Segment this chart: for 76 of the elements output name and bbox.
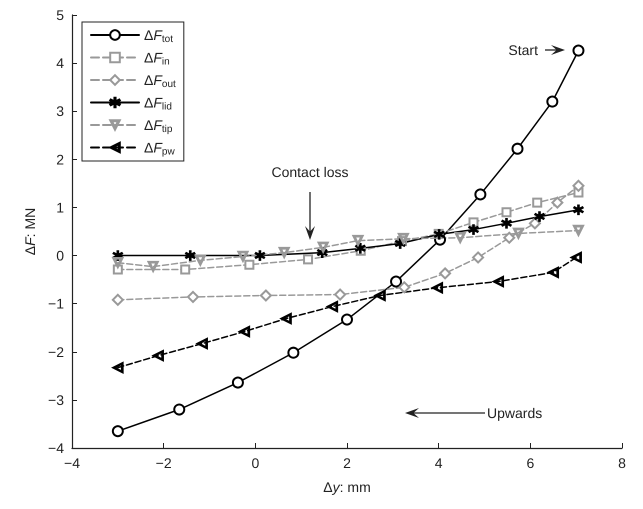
point: [237, 250, 249, 262]
point: [374, 290, 386, 302]
point: [431, 282, 444, 294]
point: [492, 276, 504, 288]
point: [287, 346, 300, 359]
point: [547, 266, 560, 278]
point: [532, 198, 542, 208]
point: [398, 232, 410, 245]
point: [570, 252, 582, 264]
point: [260, 289, 272, 302]
point: [147, 260, 159, 272]
point: [180, 264, 190, 275]
x-tick-label: 0: [251, 455, 260, 471]
point: [468, 224, 479, 235]
point: [546, 96, 558, 108]
point: [112, 425, 124, 438]
x-tick-label: 6: [526, 455, 534, 471]
point: [196, 338, 208, 350]
point: [112, 294, 124, 306]
point: [528, 217, 541, 230]
point: [572, 224, 584, 236]
point: [232, 376, 244, 389]
point: [439, 267, 452, 280]
point: [317, 242, 329, 254]
point: [238, 326, 250, 338]
y-tick-label: −4: [48, 440, 64, 456]
point: [112, 256, 124, 269]
point: [280, 312, 292, 324]
point: [173, 404, 186, 416]
point: [184, 250, 196, 261]
annotation: Upwards: [487, 405, 542, 421]
y-axis-title: ΔF: MN: [22, 208, 38, 256]
point: [187, 290, 199, 303]
point: [512, 228, 524, 240]
point: [278, 246, 290, 258]
point: [502, 207, 512, 218]
y-tick-label: −3: [48, 392, 64, 408]
point: [390, 276, 402, 288]
y-tick-label: 3: [56, 103, 64, 120]
y-tick-label: 0: [56, 248, 64, 264]
annotation: Contact loss: [271, 164, 349, 180]
point: [551, 196, 564, 209]
y-tick-label: 4: [56, 55, 64, 72]
point: [573, 204, 584, 216]
annotation: Start: [508, 42, 538, 58]
point: [152, 350, 164, 362]
x-tick-label: 2: [343, 455, 352, 471]
point: [398, 281, 410, 294]
point: [341, 314, 353, 326]
point: [254, 250, 266, 261]
point: [503, 232, 516, 244]
point: [474, 188, 486, 200]
point: [534, 211, 545, 222]
y-tick-label: 1: [56, 199, 64, 216]
point: [326, 300, 338, 312]
point: [354, 243, 366, 254]
point: [334, 288, 346, 301]
x-axis-title: Δy: mm: [323, 479, 371, 495]
point: [112, 362, 124, 374]
point: [244, 260, 254, 270]
point: [512, 142, 524, 155]
point: [194, 254, 206, 266]
point: [303, 254, 314, 264]
point: [472, 251, 484, 264]
x-tick-label: −2: [156, 455, 172, 471]
x-tick-label: 4: [434, 455, 443, 471]
x-tick-label: 8: [618, 455, 626, 471]
y-tick-label: 2: [56, 151, 64, 168]
y-tick-label: −2: [48, 344, 64, 360]
y-tick-label: −1: [48, 296, 64, 312]
point: [454, 232, 466, 244]
y-tick-label: 5: [56, 7, 64, 23]
point: [352, 234, 364, 246]
point: [501, 218, 512, 229]
point: [572, 180, 584, 192]
point: [572, 44, 584, 57]
